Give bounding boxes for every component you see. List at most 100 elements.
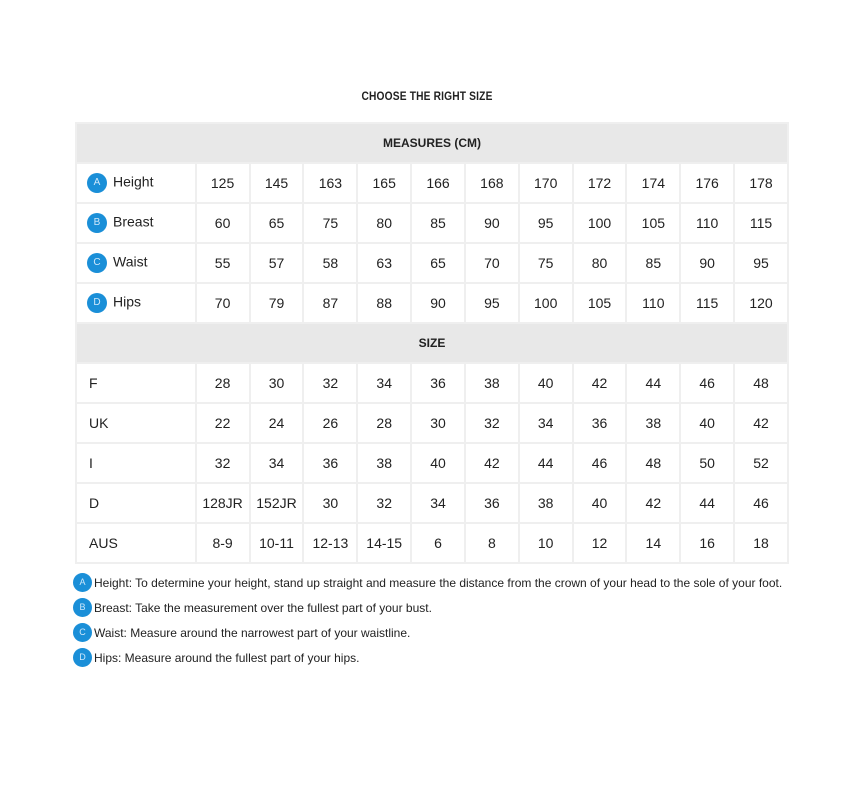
size-cell: 30 — [248, 362, 305, 404]
size-cell: 34 — [517, 402, 574, 444]
measure-cell: 85 — [625, 242, 682, 284]
badge-icon: B — [87, 213, 107, 233]
size-header: SIZE — [75, 322, 789, 364]
measure-cell: 88 — [356, 282, 413, 324]
size-cell: 44 — [625, 362, 682, 404]
measure-name: Breast — [113, 213, 154, 230]
measure-cell: 100 — [517, 282, 574, 324]
measure-cell: 170 — [517, 162, 574, 204]
size-cell: 14-15 — [356, 522, 413, 564]
badge-icon: A — [87, 173, 107, 193]
measure-cell: 105 — [571, 282, 628, 324]
measure-cell: 80 — [356, 202, 413, 244]
size-cell: 46 — [679, 362, 736, 404]
note-text: Waist: Measure around the narrowest part… — [94, 625, 411, 640]
size-cell: 40 — [410, 442, 466, 484]
size-cell: 12-13 — [302, 522, 359, 564]
size-cell: 128JR — [194, 482, 251, 524]
size-cell: 38 — [517, 482, 574, 524]
size-cell: 46 — [571, 442, 628, 484]
size-cell: 36 — [463, 482, 520, 524]
measure-cell: 174 — [625, 162, 682, 204]
size-cell: 46 — [733, 482, 789, 524]
size-row: I 32 34 36 38 40 42 44 46 48 50 52 — [75, 442, 789, 484]
size-cell: 30 — [410, 402, 466, 444]
measure-cell: 90 — [410, 282, 466, 324]
note-item: C Waist: Measure around the narrowest par… — [73, 620, 782, 645]
measure-cell: 90 — [463, 202, 520, 244]
size-cell: 28 — [356, 402, 413, 444]
size-cell: 6 — [410, 522, 466, 564]
measure-cell: 95 — [733, 242, 789, 284]
size-chart-table: MEASURES (CM) A Height 125 145 163 165 166 168 17… — [75, 122, 789, 564]
size-cell: 36 — [571, 402, 628, 444]
measure-row: A Height 125 145 163 165 166 168 170 172 174 176 178 — [75, 162, 789, 204]
measure-cell: 105 — [625, 202, 682, 244]
size-cell: 44 — [517, 442, 574, 484]
measure-cell: 95 — [517, 202, 574, 244]
badge-icon: D — [73, 648, 92, 667]
measure-cell: 90 — [679, 242, 736, 284]
size-cell: 38 — [356, 442, 413, 484]
measure-cell: 65 — [410, 242, 466, 284]
size-cell: 52 — [733, 442, 789, 484]
measure-cell: 178 — [733, 162, 789, 204]
page-title: CHOOSE THE RIGHT SIZE — [361, 89, 493, 103]
size-cell: 16 — [679, 522, 736, 564]
badge-icon: C — [87, 253, 107, 273]
measurement-notes: A Height: To determine your height, stand… — [73, 570, 782, 670]
measure-cell: 166 — [410, 162, 466, 204]
measure-label: D Hips — [75, 282, 197, 324]
size-cell: 12 — [571, 522, 628, 564]
size-cell: 34 — [356, 362, 413, 404]
measure-name: Hips — [113, 293, 142, 310]
badge-icon: C — [73, 623, 92, 642]
size-cell: 36 — [410, 362, 466, 404]
measure-cell: 100 — [571, 202, 628, 244]
measure-cell: 80 — [571, 242, 628, 284]
size-cell: 26 — [302, 402, 359, 444]
note-item: B Breast: Take the measurement over the f… — [73, 595, 782, 620]
measure-cell: 87 — [302, 282, 359, 324]
size-cell: 32 — [356, 482, 413, 524]
size-system-label: AUS — [75, 522, 197, 564]
badge-icon: A — [73, 573, 92, 592]
measure-label: C Waist — [75, 242, 197, 284]
measure-cell: 75 — [302, 202, 359, 244]
measures-header: MEASURES (CM) — [75, 122, 789, 164]
measure-cell: 172 — [571, 162, 628, 204]
size-row: D 128JR 152JR 30 32 34 36 38 40 42 44 46 — [75, 482, 789, 524]
measure-label: B Breast — [75, 202, 197, 244]
measure-cell: 165 — [356, 162, 413, 204]
size-system-label: UK — [75, 402, 197, 444]
size-cell: 36 — [302, 442, 359, 484]
size-cell: 22 — [194, 402, 251, 444]
note-text: Hips: Measure around the fullest part of… — [94, 650, 360, 665]
measure-row: C Waist 55 57 58 63 65 70 75 80 85 90 95 — [75, 242, 789, 284]
measure-name: Waist — [113, 253, 148, 270]
size-cell: 10-11 — [248, 522, 305, 564]
size-cell: 42 — [463, 442, 520, 484]
measure-label: A Height — [75, 162, 197, 204]
measure-cell: 57 — [248, 242, 305, 284]
size-cell: 40 — [517, 362, 574, 404]
measure-row: D Hips 70 79 87 88 90 95 100 105 110 115 120 — [75, 282, 789, 324]
size-cell: 48 — [625, 442, 682, 484]
measure-cell: 65 — [248, 202, 305, 244]
measure-name: Height — [113, 173, 154, 190]
note-text: Breast: Take the measurement over the fu… — [94, 600, 432, 615]
measure-cell: 163 — [302, 162, 359, 204]
size-system-label: F — [75, 362, 197, 404]
size-cell: 34 — [248, 442, 305, 484]
measure-cell: 95 — [463, 282, 520, 324]
measure-cell: 110 — [679, 202, 736, 244]
note-item: A Height: To determine your height, stand… — [73, 570, 782, 595]
size-cell: 30 — [302, 482, 359, 524]
size-cell: 8 — [463, 522, 520, 564]
size-cell: 42 — [625, 482, 682, 524]
size-cell: 18 — [733, 522, 789, 564]
measure-cell: 70 — [194, 282, 251, 324]
size-header-row: SIZE — [75, 322, 789, 364]
measure-cell: 115 — [733, 202, 789, 244]
size-cell: 10 — [517, 522, 574, 564]
